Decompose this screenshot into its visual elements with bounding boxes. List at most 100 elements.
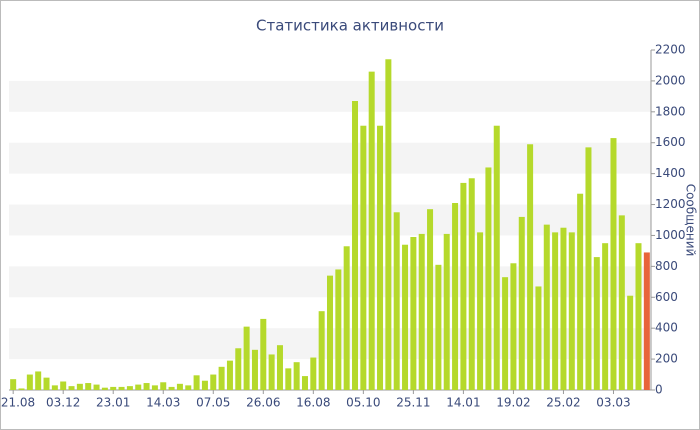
x-tick-label: 07.05 <box>196 396 230 410</box>
bar <box>418 233 425 390</box>
bar <box>85 383 92 390</box>
bar <box>218 366 225 390</box>
x-tick-label: 03.03 <box>596 396 630 410</box>
bar <box>602 243 609 390</box>
bar <box>185 385 192 390</box>
x-tick-label: 16.08 <box>296 396 330 410</box>
bar <box>568 232 575 390</box>
bar <box>10 379 17 390</box>
bar <box>510 263 517 390</box>
x-tick-label: 25.02 <box>546 396 580 410</box>
y-tick-label: 0 <box>655 383 663 397</box>
bar <box>326 275 334 390</box>
bar <box>635 243 642 390</box>
bar <box>93 384 100 390</box>
bar <box>226 360 233 390</box>
bar <box>35 371 42 390</box>
y-tick-label: 1600 <box>655 135 686 149</box>
bar <box>527 144 534 390</box>
bar <box>543 224 550 390</box>
x-tick-label: 05.10 <box>346 396 380 410</box>
bar <box>452 203 459 390</box>
bar <box>643 252 650 390</box>
bar <box>51 385 58 390</box>
grid-band <box>9 80 651 112</box>
bar <box>43 377 50 390</box>
bar <box>18 388 25 390</box>
bar <box>260 318 267 390</box>
x-tick-label: 23.01 <box>96 396 130 410</box>
bar <box>26 374 33 390</box>
bar <box>110 386 117 390</box>
bar <box>377 125 384 391</box>
chart-title: Статистика активности <box>256 17 444 35</box>
y-tick-label: 1000 <box>655 228 686 242</box>
bar <box>318 311 325 390</box>
y-tick-label: 2200 <box>655 43 686 57</box>
bar <box>151 385 158 390</box>
x-tick-label: 14.01 <box>446 396 480 410</box>
bar <box>276 345 283 390</box>
bar <box>243 326 250 390</box>
bar <box>201 380 208 390</box>
bar <box>293 362 300 390</box>
bar <box>352 101 359 390</box>
bar <box>60 381 67 390</box>
bar <box>493 125 500 391</box>
bar <box>618 215 625 390</box>
bar <box>502 277 509 390</box>
y-tick-label: 1800 <box>655 104 686 118</box>
bar <box>485 167 492 390</box>
bar <box>477 232 484 390</box>
bar <box>410 237 417 390</box>
bar <box>76 383 83 390</box>
bar <box>560 227 567 390</box>
bar <box>593 257 600 390</box>
bar <box>627 295 634 390</box>
bar <box>335 269 342 390</box>
bar <box>176 383 183 390</box>
bar <box>268 354 275 390</box>
bar <box>443 233 450 390</box>
bar <box>535 286 542 390</box>
bar <box>168 386 175 390</box>
bar <box>193 375 200 390</box>
y-tick-label: 1200 <box>655 197 686 211</box>
grid-band <box>9 142 651 174</box>
bar <box>343 246 350 390</box>
x-tick-label: 19.02 <box>496 396 530 410</box>
x-tick-label: 03.12 <box>46 396 80 410</box>
bar <box>427 209 434 390</box>
bar <box>577 193 584 390</box>
bar <box>368 71 375 391</box>
y-axis-label: Сообщений <box>684 184 698 257</box>
y-tick-label: 800 <box>655 259 678 273</box>
bar <box>210 374 217 390</box>
bar <box>160 382 167 390</box>
x-tick-label: 25.11 <box>396 396 430 410</box>
bar <box>301 376 308 390</box>
bar <box>552 232 559 390</box>
bar <box>435 264 442 390</box>
bar <box>585 147 592 390</box>
y-tick-label: 200 <box>655 352 678 366</box>
grid-band <box>9 204 651 236</box>
bar <box>360 125 367 391</box>
bar <box>468 178 475 390</box>
y-tick-label: 600 <box>655 290 678 304</box>
x-tick-label: 21.08 <box>1 396 35 410</box>
bar <box>393 212 400 390</box>
bar <box>518 216 525 390</box>
bar <box>68 386 75 390</box>
bar <box>126 386 133 390</box>
bar <box>143 383 150 390</box>
bar <box>402 244 409 390</box>
bar <box>610 138 617 390</box>
bar <box>251 349 258 390</box>
bar <box>310 357 317 390</box>
y-tick-label: 2000 <box>655 73 686 87</box>
bar <box>235 348 242 390</box>
x-tick-label: 26.06 <box>246 396 280 410</box>
y-tick-label: 400 <box>655 321 678 335</box>
